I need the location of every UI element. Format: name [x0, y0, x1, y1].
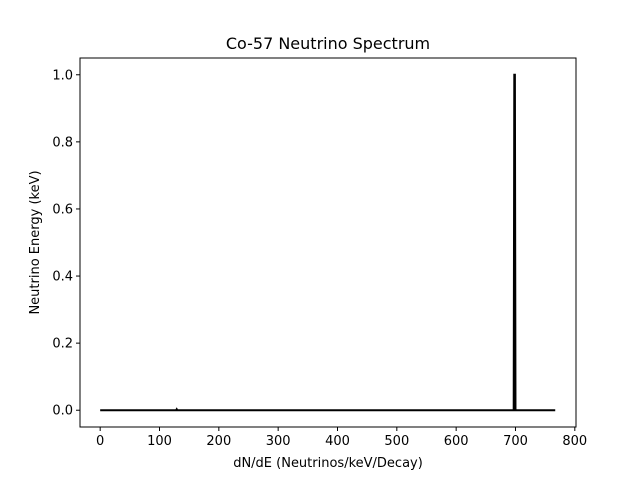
y-tick-label: 0.6: [52, 202, 73, 217]
y-tick-label: 0.2: [52, 337, 73, 352]
x-tick-label: 100: [147, 434, 172, 449]
x-tick-label: 200: [206, 434, 231, 449]
x-tick-label: 0: [96, 434, 104, 449]
x-tick-label: 300: [266, 434, 291, 449]
x-axis-label: dN/dE (Neutrinos/keV/Decay): [233, 456, 423, 471]
x-tick-label: 500: [384, 434, 409, 449]
y-tick-label: 1.0: [52, 68, 73, 83]
plot-frame: [79, 57, 577, 428]
chart-title: Co-57 Neutrino Spectrum: [226, 34, 430, 53]
y-tick-label: 0.0: [52, 404, 73, 419]
series-layer: [100, 73, 556, 412]
y-tick-label: 0.8: [52, 135, 73, 150]
y-tick-label: 0.4: [52, 270, 73, 285]
x-tick-label: 800: [562, 434, 587, 449]
series-line: [100, 73, 556, 412]
x-tick-label: 400: [325, 434, 350, 449]
axis-ticks: 0 100 200 300 400 500 600 700 800 0.0 0.2 0.4 0.6 0.8…: [52, 68, 587, 449]
x-tick-label: 700: [503, 434, 528, 449]
y-axis-label: Neutrino Energy (keV): [28, 170, 43, 314]
x-tick-label: 600: [444, 434, 469, 449]
